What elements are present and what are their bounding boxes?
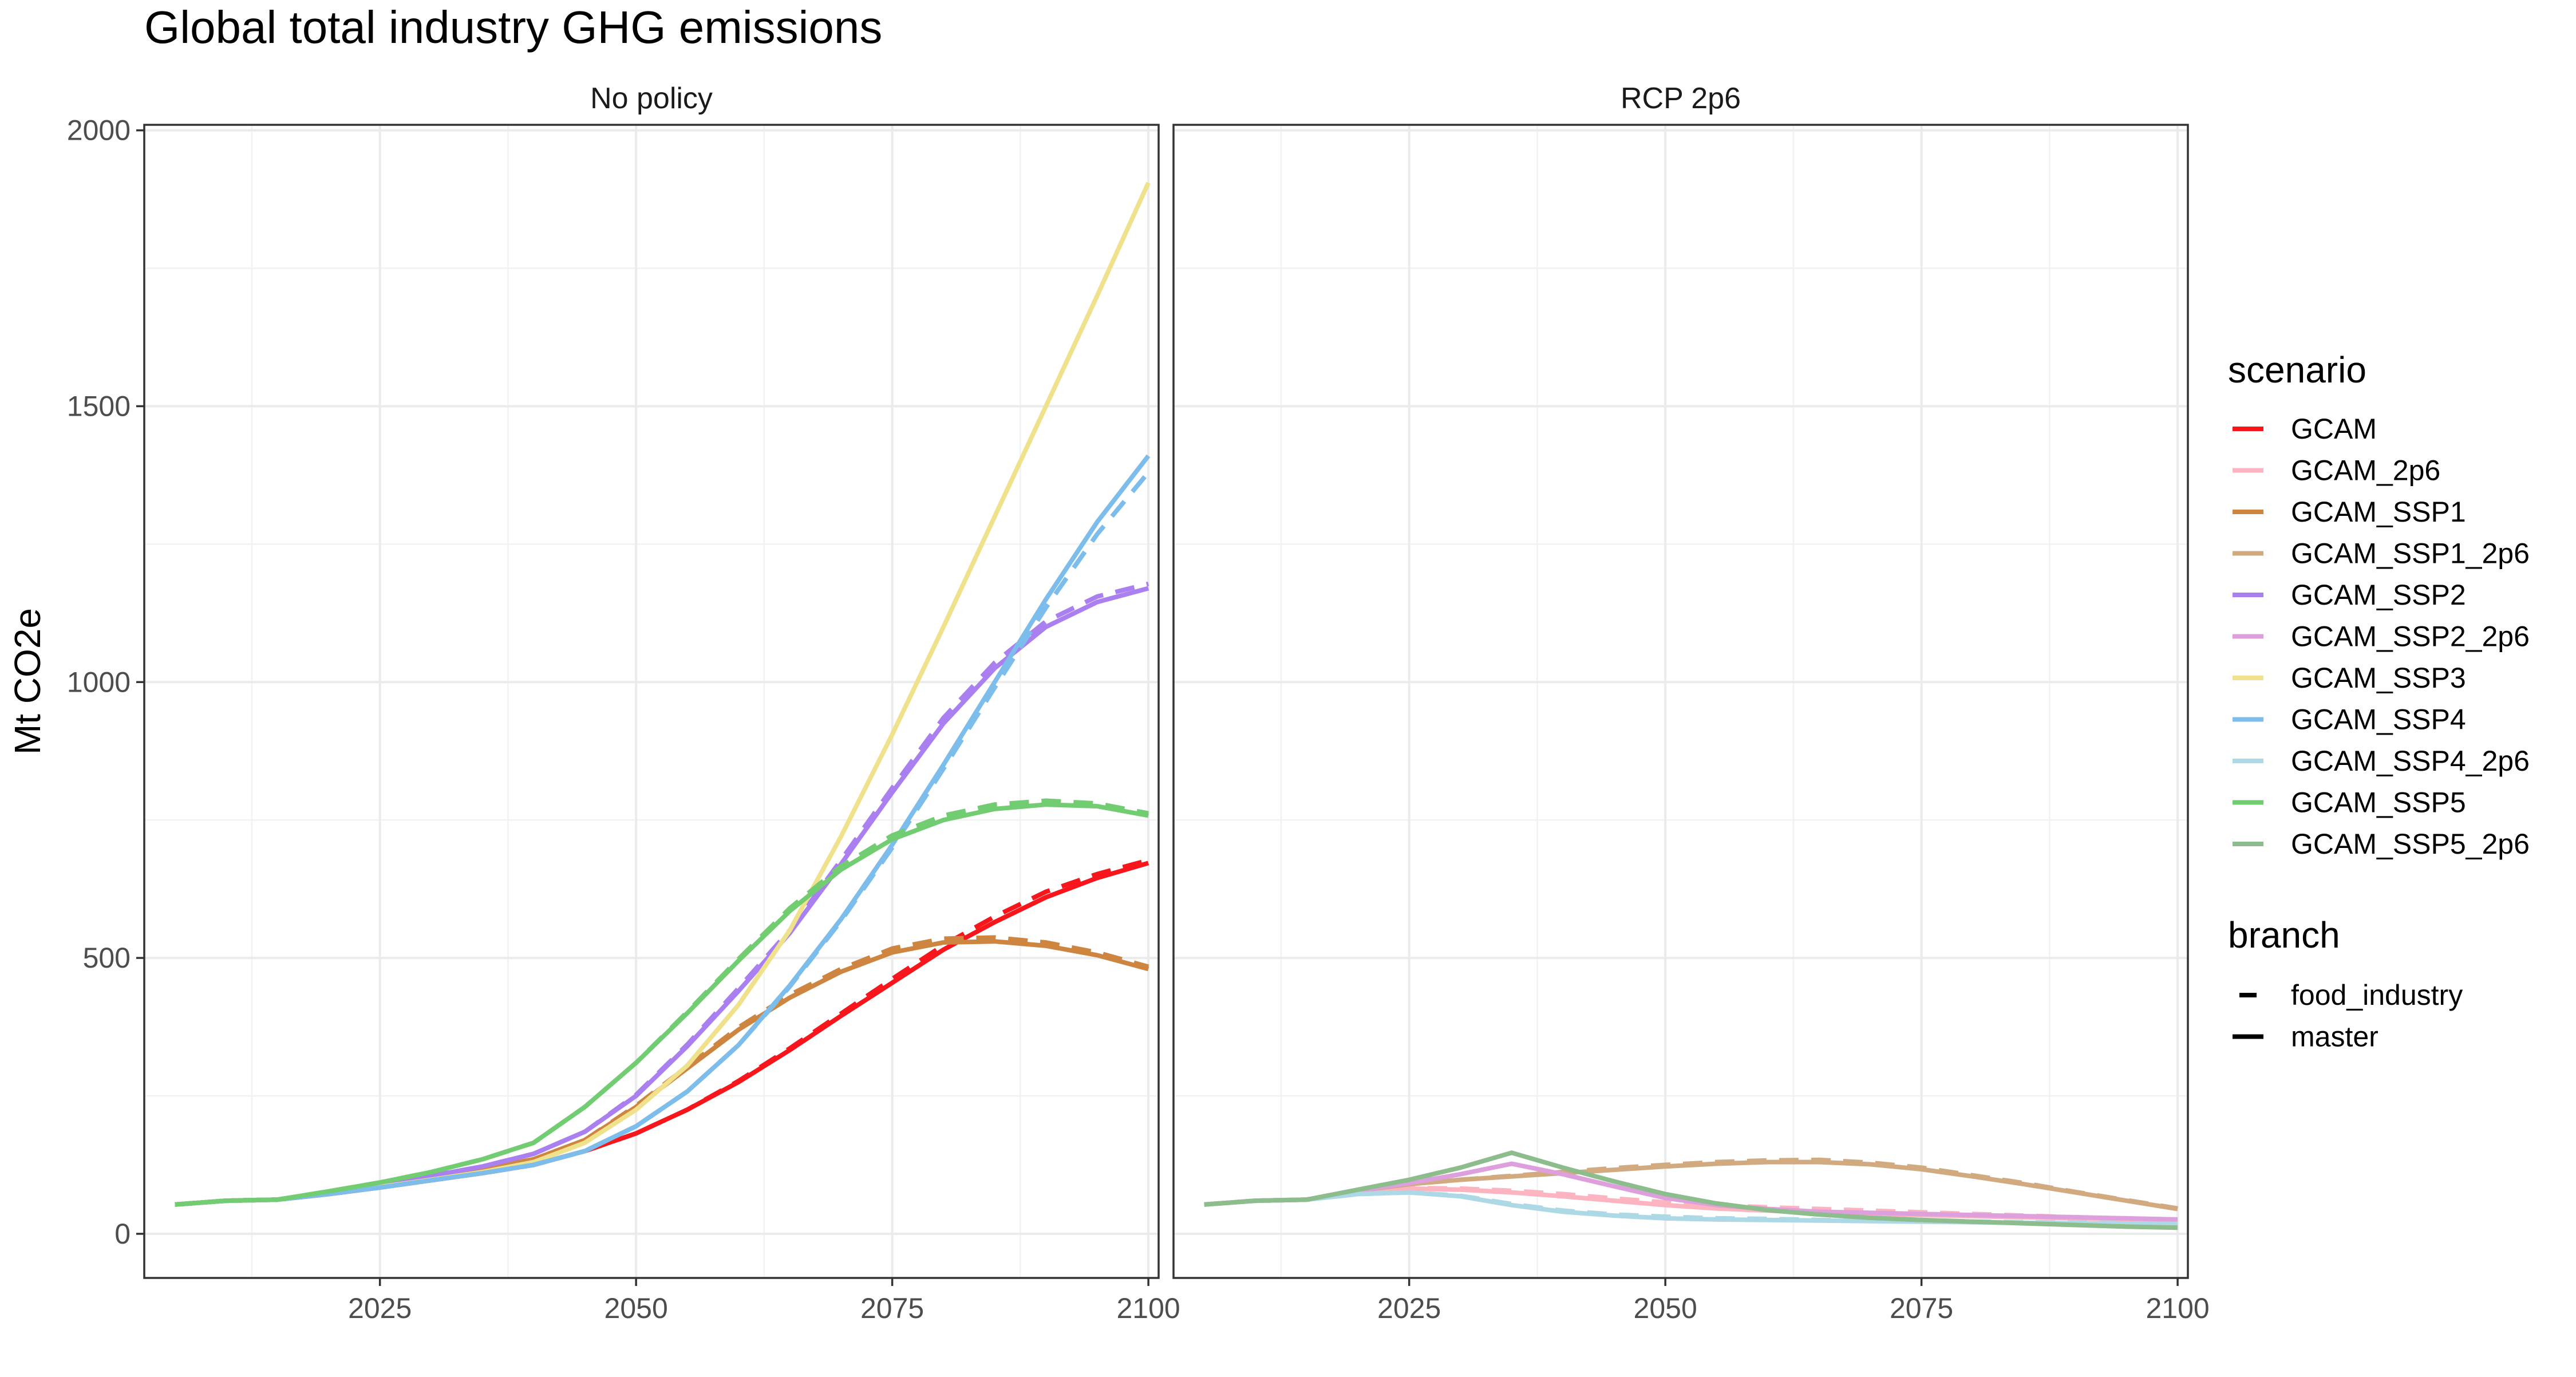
series-line-gcam-ssp2-master-no-policy: [175, 586, 1149, 1207]
y-tick-label: 1500: [67, 390, 131, 422]
x-tick-label: 2075: [860, 1292, 924, 1324]
y-axis-label: Mt CO2e: [7, 608, 48, 755]
x-tick-label: 2100: [2146, 1292, 2209, 1324]
facets-layer: No policy 2025 2050 2075 2100 0 500 1000 1500 200…: [67, 82, 2210, 1324]
legend-label-gcam-ssp3: GCAM_SSP3: [2291, 662, 2466, 694]
panel-border: [1172, 124, 2189, 1279]
legend-label-master: master: [2291, 1021, 2379, 1053]
y-tick-label: 1000: [67, 666, 131, 698]
legend-label-food-industry: food_industry: [2291, 979, 2463, 1011]
legend-label-gcam-ssp4-2p6: GCAM_SSP4_2p6: [2291, 745, 2530, 777]
facet-title-no-policy: No policy: [590, 82, 713, 115]
series-line-gcam-ssp5-food-industry-no-policy: [175, 798, 1149, 1207]
legend-label-gcam-ssp1-2p6: GCAM_SSP1_2p6: [2291, 538, 2530, 570]
x-tick-label: 2025: [1377, 1292, 1441, 1324]
series-line-gcam-ssp5-2p6-master-rcp-2p6: [1204, 1150, 2178, 1230]
y-tick-label: 2000: [67, 115, 131, 147]
legend-item-gcam-ssp3: GCAM_SSP3: [2233, 662, 2466, 694]
facet-title-rcp-2p6: RCP 2p6: [1621, 82, 1741, 115]
legend-item-gcam: GCAM: [2233, 413, 2377, 445]
series-line-gcam-ssp3-master-no-policy: [175, 182, 1151, 1207]
facet-panel-no-policy: No policy 2025 2050 2075 2100 0 500 1000 1500 200…: [67, 82, 1180, 1324]
legend-item-gcam-ssp5-2p6: GCAM_SSP5_2p6: [2233, 828, 2530, 860]
series-line-gcam-master-no-policy: [175, 861, 1149, 1207]
legend-item-gcam-ssp5: GCAM_SSP5: [2233, 787, 2466, 819]
y-tick-label: 0: [114, 1218, 131, 1250]
x-tick-label: 2100: [1116, 1292, 1180, 1324]
series-line-gcam-ssp5-master-no-policy: [175, 802, 1149, 1207]
legend-item-gcam-ssp4-2p6: GCAM_SSP4_2p6: [2233, 745, 2530, 777]
legend: scenario GCAM GCAM_2p6 GCAM_SSP1 GCAM_SSP1_2…: [2228, 349, 2530, 1053]
legend-item-gcam-ssp2: GCAM_SSP2: [2233, 579, 2466, 611]
y-tick-label: 500: [83, 942, 131, 974]
legend-item-gcam-ssp2-2p6: GCAM_SSP2_2p6: [2233, 621, 2530, 653]
legend-title-branch: branch: [2228, 914, 2340, 956]
legend-item-gcam-2p6: GCAM_2p6: [2233, 455, 2440, 487]
legend-label-gcam-ssp2: GCAM_SSP2: [2291, 579, 2466, 611]
legend-label-gcam-ssp5-2p6: GCAM_SSP5_2p6: [2291, 828, 2530, 860]
series-line-gcam-food-industry-no-policy: [175, 858, 1149, 1207]
series-line-gcam-ssp4-food-industry-no-policy: [175, 471, 1151, 1207]
facet-panel-rcp-2p6: RCP 2p6 2025 2050 2075 2100: [1172, 82, 2210, 1324]
legend-item-gcam-ssp1-2p6: GCAM_SSP1_2p6: [2233, 538, 2530, 570]
legend-label-gcam-ssp4: GCAM_SSP4: [2291, 704, 2466, 736]
x-tick-label: 2075: [1890, 1292, 1953, 1324]
legend-item-master: master: [2233, 1021, 2379, 1053]
legend-label-gcam: GCAM: [2291, 413, 2377, 445]
legend-label-gcam-2p6: GCAM_2p6: [2291, 455, 2440, 487]
legend-label-gcam-ssp1: GCAM_SSP1: [2291, 496, 2466, 528]
chart-title: Global total industry GHG emissions: [144, 2, 882, 53]
series-line-gcam-ssp4-master-no-policy: [175, 454, 1151, 1207]
legend-item-gcam-ssp1: GCAM_SSP1: [2233, 496, 2466, 528]
x-tick-label: 2050: [1634, 1292, 1697, 1324]
legend-label-gcam-ssp2-2p6: GCAM_SSP2_2p6: [2291, 621, 2530, 653]
legend-label-gcam-ssp5: GCAM_SSP5: [2291, 787, 2466, 819]
legend-item-gcam-ssp4: GCAM_SSP4: [2233, 704, 2466, 736]
legend-title-scenario: scenario: [2228, 349, 2366, 390]
x-tick-label: 2025: [348, 1292, 412, 1324]
panel-border: [143, 124, 1160, 1279]
legend-item-food-industry: food_industry: [2239, 979, 2463, 1011]
x-tick-label: 2050: [605, 1292, 668, 1324]
